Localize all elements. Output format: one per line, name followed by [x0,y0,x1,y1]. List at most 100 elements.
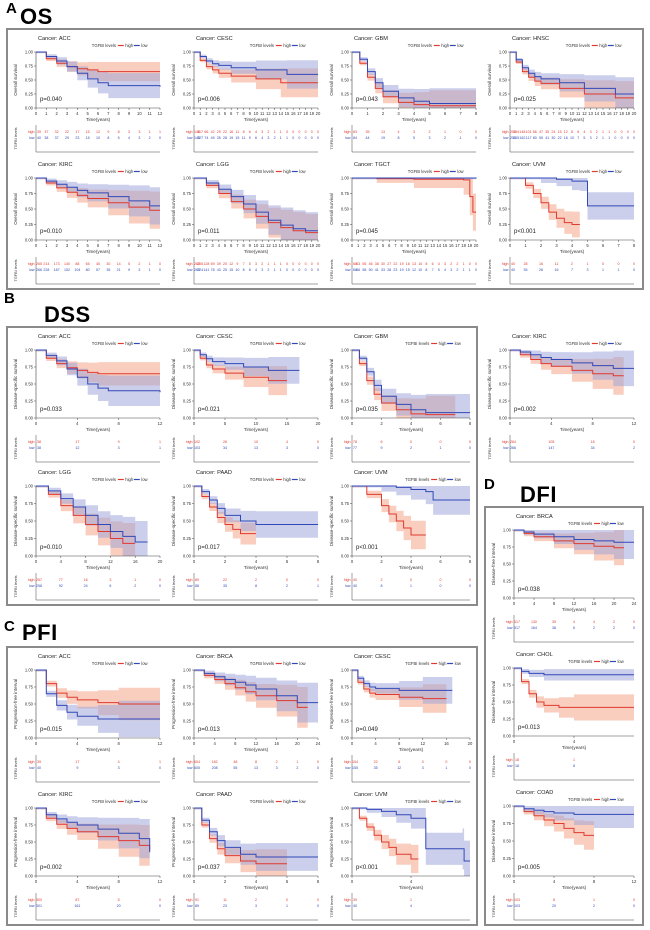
risk-count-high: 10 [254,440,258,444]
y-tick-label: 0.00 [499,238,508,243]
risk-count-high: 262 [194,262,200,266]
km-curve-low [194,485,318,525]
km-svg: Cancer: GBM TGFBI levels high low 0.00 0.25 0.… [329,334,472,463]
x-axis-label: Time(years) [399,885,424,890]
risk-count-high: 11 [236,130,240,134]
legend-title: TGFBI levels [405,477,429,482]
x-tick-label: 8 [317,879,320,884]
legend-high-label: high [599,341,608,346]
y-tick-label: 0.50 [25,840,34,845]
risk-count-high: 1 [159,440,161,444]
y-tick-label: 1.00 [503,666,512,671]
legend-high-label: high [125,341,134,346]
risk-count-low: 24 [84,584,88,588]
legend-title: TGFBI levels [405,341,429,346]
y-tick-label: 1.00 [341,668,350,673]
x-tick-label: 20 [158,559,163,564]
risk-count-high: 63 [356,262,360,266]
y-tick-label: 0.75 [503,683,512,688]
y-tick-label: 0.25 [25,857,34,862]
km-title: Cancer: HNSC [512,36,549,42]
x-tick-label: 14 [278,243,283,248]
risk-count-low: 88 [195,584,199,588]
km-svg: Cancer: CESC TGFBI levels high low 0.00 0.25 0… [171,36,321,153]
km-title: Cancer: ACC [38,334,71,340]
risk-count-low: 1 [469,268,471,272]
risk-count-low: 0 [317,446,319,450]
risk-count-low: 10 [418,268,422,272]
y-tick-label: 0.50 [183,78,192,83]
risk-table-ylabel: TGFBI levels [14,895,18,917]
y-tick-label: 0.00 [183,106,192,111]
risk-row-label-low: low [507,764,513,768]
risk-count-low: 3 [138,136,140,140]
y-axis-label: Disease-specific survival [13,359,18,409]
km-dss-lgg: Cancer: LGG TGFBI levels high low 0.00 0.25 0.… [10,466,166,602]
risk-count-high: 27 [387,262,391,266]
risk-count-low: 147 [548,446,554,450]
x-tick-label: 17 [613,111,618,116]
x-tick-label: 12 [572,601,577,606]
x-tick-label: 5 [224,111,227,116]
y-tick-label: 0.50 [25,207,34,212]
risk-count-low: 1 [410,584,412,588]
risk-count-low: 605 [194,766,200,770]
legend-high-label: high [283,341,292,346]
p-value: p=0.011 [198,229,220,235]
risk-table-ylabel: TGFBI levels [14,575,18,597]
risk-count-low: 117 [526,136,532,140]
y-axis-label: Disease-specific survival [171,496,176,546]
x-tick-label: 0 [513,879,516,884]
x-tick-label: 4 [255,879,258,884]
x-tick-label: 16 [592,601,597,606]
risk-count-high: 0 [317,578,319,582]
risk-count-low: 164 [531,626,537,630]
risk-count-low: 4 [128,136,130,140]
x-tick-label: 0 [193,741,196,746]
km-dss-cesc: Cancer: CESC TGFBI levels high low 0.00 0.25 0… [168,330,324,464]
risk-count-low: 35 [524,268,528,272]
km-svg: Cancer: COAD TGFBI levels high low 0.00 0.25 0… [491,790,637,921]
risk-count-high: 32 [55,130,59,134]
risk-count-low: 33 [381,268,385,272]
risk-count-low: 187 [54,268,60,272]
legend-title: TGFBI levels [568,797,592,802]
x-tick-label: 8 [117,111,120,116]
km-svg: Cancer: CESC TGFBI levels high low 0.00 0.25 0… [171,334,321,463]
x-tick-label: 6 [97,243,100,248]
y-tick-label: 0.00 [503,596,512,601]
km-curve-low [510,349,634,369]
risk-count-high: 0 [602,262,604,266]
panel-letter-a: A [6,0,17,17]
risk-count-high: 1 [280,130,282,134]
x-tick-label: 6 [602,243,605,248]
risk-count-high: 0 [440,578,442,582]
x-tick-label: 3 [369,243,372,248]
x-tick-label: 11 [260,111,265,116]
y-tick-label: 0.75 [341,685,350,690]
risk-count-high: 0 [305,262,307,266]
legend-high-label: high [602,659,611,664]
ci-band-high [352,808,419,875]
legend-title: TGFBI levels [568,521,592,526]
legend-high-label: high [439,477,448,482]
legend-low-label: low [299,43,306,48]
km-title: Cancer: PAAD [196,792,232,798]
x-tick-label: 10 [137,243,142,248]
risk-count-low: 89 [195,904,199,908]
km-title: Cancer: UVM [512,162,546,168]
y-tick-label: 0.25 [341,719,350,724]
risk-count-low: 266 [510,446,516,450]
risk-count-low: 3 [267,136,269,140]
legend-high-label: high [439,661,448,666]
km-curve-high [514,529,624,549]
x-tick-label: 4 [410,879,413,884]
x-tick-label: 0 [351,559,354,564]
risk-row-label-high: high [344,760,351,764]
risk-count-high: 0 [475,130,477,134]
risk-table-ylabel: TGFBI levels [14,757,18,779]
km-svg: Cancer: LGG TGFBI levels high low 0.00 0.25 0.… [171,162,321,285]
risk-count-low: 9 [76,766,78,770]
x-tick-label: 2 [224,559,227,564]
km-curve-low [36,669,160,720]
